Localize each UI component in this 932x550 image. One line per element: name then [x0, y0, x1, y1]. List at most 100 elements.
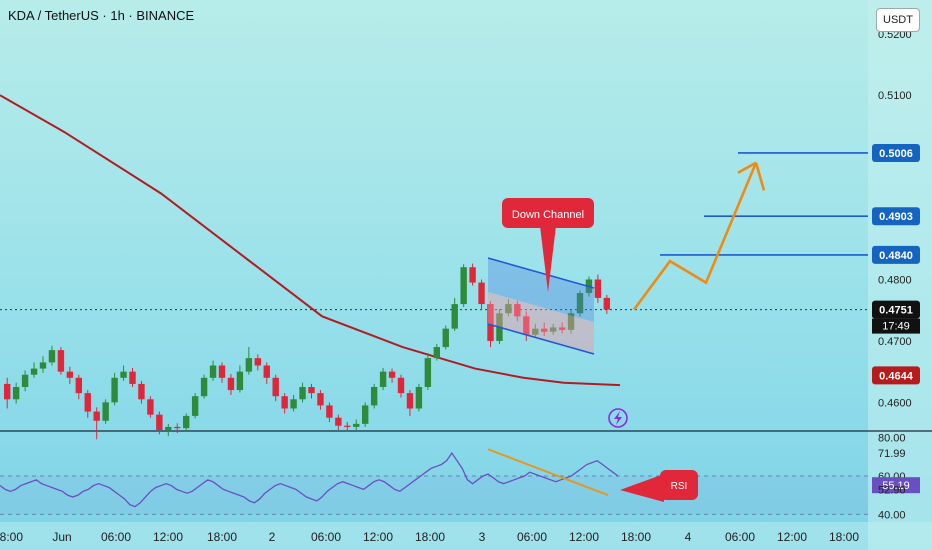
candle	[362, 405, 369, 424]
candle	[541, 328, 548, 332]
x-tick-label: 3	[479, 530, 486, 544]
rsi-line	[0, 451, 619, 508]
x-tick-label: Jun	[52, 530, 71, 544]
candle	[388, 371, 396, 378]
x-tick-label: 18:00	[621, 530, 651, 544]
candle	[290, 399, 297, 409]
candle	[478, 282, 485, 305]
candle	[263, 365, 270, 378]
y-tick-label: 0.4600	[878, 397, 912, 409]
candle	[523, 316, 530, 335]
candle	[335, 417, 342, 426]
candle	[603, 297, 611, 310]
currency-button[interactable]: USDT	[876, 8, 920, 32]
x-tick-label: 06:00	[101, 530, 131, 544]
candle	[66, 371, 74, 378]
candle	[594, 279, 602, 298]
x-tick-label: 18:00	[415, 530, 445, 544]
rsi-callout-box	[660, 470, 698, 500]
candle	[433, 347, 440, 359]
rsi-tick-label: 52.90	[878, 485, 906, 497]
candle	[138, 383, 145, 400]
candle	[397, 377, 405, 394]
x-tick-label: 12:00	[363, 530, 393, 544]
price-axis-panel	[868, 0, 932, 550]
candle	[353, 423, 360, 427]
candle	[281, 396, 288, 409]
lightning-bolt	[614, 411, 622, 425]
candle	[532, 328, 539, 335]
candle	[308, 387, 315, 394]
rsi-callout-pointer	[620, 474, 664, 502]
candle	[227, 377, 235, 391]
candle	[111, 377, 118, 403]
rsi-callout-label: RSI	[671, 481, 688, 492]
candle	[567, 313, 575, 330]
time-axis-panel	[0, 522, 932, 550]
projection-arrowhead	[737, 161, 757, 174]
candle	[379, 371, 387, 387]
candle	[299, 387, 306, 400]
candle	[451, 304, 458, 329]
callout-pointer	[540, 226, 556, 292]
candle	[469, 267, 476, 283]
price-badge-box	[872, 366, 920, 385]
candle	[317, 393, 324, 406]
channel-upper-fill	[488, 258, 594, 322]
candle	[165, 426, 172, 430]
candle	[549, 327, 557, 332]
price-badge-label: 0.5006	[879, 148, 913, 160]
countdown-label: 17:49	[882, 321, 910, 333]
price-badge: 0.4840	[872, 245, 920, 264]
y-tick-label: 0.4700	[878, 336, 912, 348]
candle	[442, 328, 449, 348]
countdown-box	[872, 318, 920, 334]
price-badge-box	[872, 143, 920, 162]
candle	[147, 399, 154, 415]
candle	[209, 365, 217, 378]
x-tick-label: 12:00	[153, 530, 183, 544]
candle	[129, 371, 136, 384]
rsi-band-fill	[0, 476, 868, 515]
candle	[174, 426, 181, 429]
projection-arrowhead	[754, 162, 766, 191]
price-badge-box	[872, 245, 920, 264]
candle	[415, 387, 423, 409]
price-badge: 0.5006	[872, 143, 920, 162]
down-channel-callout: Down Channel	[502, 198, 594, 292]
candle	[30, 368, 38, 375]
down-channel	[487, 257, 595, 355]
rsi-tick-label: 80.00	[878, 433, 906, 445]
lightning-icon	[608, 408, 628, 428]
candle	[460, 267, 467, 305]
candle	[236, 371, 244, 391]
candle	[75, 377, 82, 394]
x-tick-label: 12:00	[777, 530, 807, 544]
rsi-value-badge	[872, 477, 920, 494]
moving-average-line	[0, 94, 621, 387]
price-badge-box	[872, 207, 920, 226]
down-channel-label: Down Channel	[512, 209, 584, 221]
x-tick-label: 06:00	[725, 530, 755, 544]
price-badge: 0.4751	[872, 300, 920, 319]
chart-title: KDA / TetherUS · 1h · BINANCE	[8, 8, 195, 23]
candle	[505, 304, 512, 314]
candle	[200, 377, 208, 397]
price-badge-label: 0.4751	[879, 305, 913, 317]
candle	[191, 396, 199, 416]
candle	[93, 411, 100, 421]
channel-lower-line	[487, 323, 595, 355]
candle	[156, 414, 163, 430]
rsi-callout: RSI	[620, 470, 698, 502]
candle	[326, 405, 333, 418]
candle	[272, 377, 279, 397]
price-badge-box	[872, 300, 920, 319]
candle	[424, 358, 432, 387]
candle	[576, 293, 584, 314]
candle	[102, 402, 109, 421]
rsi-tick-label: 71.99	[878, 448, 906, 460]
lightning-circle	[608, 408, 628, 428]
projection-path	[632, 161, 766, 311]
